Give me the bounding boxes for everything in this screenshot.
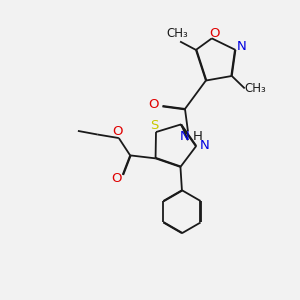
- Text: O: O: [148, 98, 159, 111]
- Text: N: N: [237, 40, 246, 53]
- Text: N: N: [200, 140, 209, 152]
- Text: O: O: [209, 27, 220, 40]
- Text: H: H: [193, 130, 202, 143]
- Text: O: O: [111, 172, 122, 185]
- Text: CH₃: CH₃: [244, 82, 266, 95]
- Text: O: O: [113, 125, 123, 138]
- Text: S: S: [150, 119, 159, 132]
- Text: CH₃: CH₃: [166, 27, 188, 40]
- Text: N: N: [179, 130, 189, 143]
